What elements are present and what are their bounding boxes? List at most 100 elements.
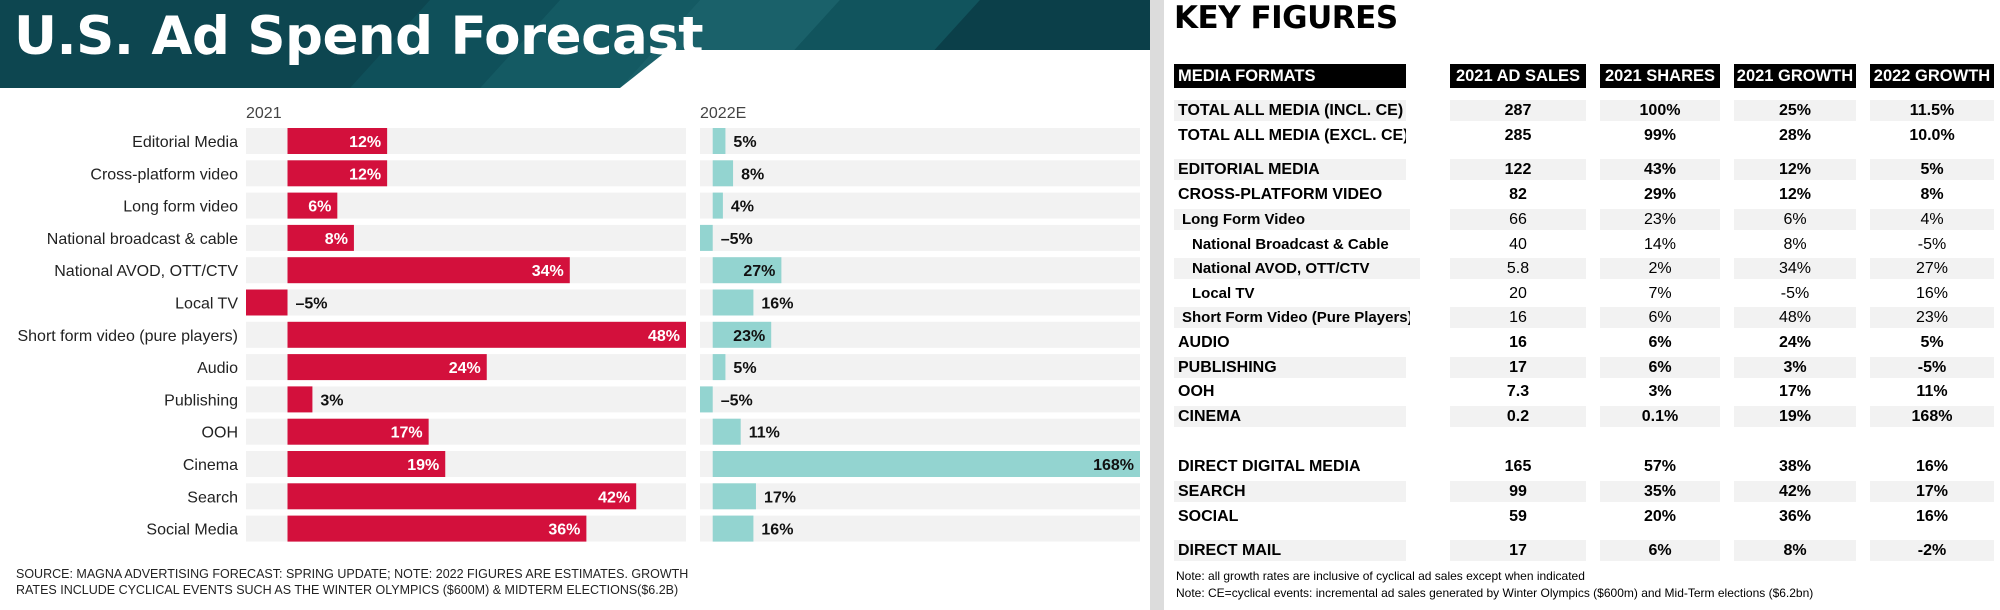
table-cell: 14%: [1643, 236, 1677, 253]
table-cell: 5%: [1920, 334, 1944, 351]
table-cell: 287: [1450, 100, 1586, 121]
source-note: SOURCE: MAGNA ADVERTISING FORECAST: SPRI…: [16, 567, 689, 597]
data-label: 16%: [761, 296, 793, 313]
data-label: 24%: [449, 360, 481, 377]
table-cell: 5.8: [1450, 258, 1586, 279]
bar: [700, 386, 713, 413]
bar: [712, 128, 726, 154]
bar-track: [700, 289, 1140, 316]
table-cell: 34%: [1734, 258, 1856, 279]
data-label: 19%: [407, 457, 439, 474]
data-label: 17%: [764, 489, 796, 506]
data-label: 34%: [532, 263, 564, 280]
table-header-cell: 2021 GROWTH: [1734, 64, 1856, 88]
table-row-label: National AVOD, OTT/CTV: [1174, 258, 1420, 279]
data-label: 23%: [733, 328, 765, 345]
table-cell: 6%: [1600, 540, 1720, 561]
table-cell: 99: [1450, 481, 1586, 502]
bar-track: [700, 192, 1140, 219]
table-cell: 11.5%: [1870, 100, 1994, 121]
bar-track: [700, 160, 1140, 187]
table-cell: 16: [1450, 307, 1586, 328]
bar: [287, 160, 388, 187]
table-row-label: TOTAL ALL MEDIA (INCL. CE): [1174, 100, 1406, 121]
table-cell: 16%: [1915, 285, 1949, 302]
bar: [287, 483, 637, 510]
panel-divider: [1150, 0, 1164, 610]
table-cell: 17%: [1870, 481, 1994, 502]
bar: [287, 321, 686, 348]
table-cell: 6%: [1600, 357, 1720, 378]
bar-track: [700, 128, 1140, 154]
table-cell: 24%: [1778, 334, 1812, 351]
table-cell: 16%: [1915, 458, 1949, 475]
table-cell: 6%: [1648, 334, 1672, 351]
bar-track: [700, 483, 1140, 510]
table-cell: 35%: [1600, 481, 1720, 502]
data-label: 8%: [741, 166, 764, 183]
data-label: 12%: [349, 134, 381, 151]
data-label: 17%: [391, 425, 423, 442]
table-header-cell: 2021 AD SALES: [1450, 64, 1586, 88]
data-label: 8%: [325, 231, 348, 248]
table-row-label: DIRECT MAIL: [1174, 540, 1406, 561]
table-cell: 17: [1450, 540, 1586, 561]
table-cell: 8%: [1734, 540, 1856, 561]
category-label: OOH: [202, 425, 238, 442]
table-note: Note: all growth rates are inclusive of …: [1176, 569, 1585, 583]
bar: [287, 192, 338, 219]
category-label: Search: [187, 489, 238, 506]
table-cell: 12%: [1734, 159, 1856, 180]
bar: [287, 451, 446, 477]
table-cell: -5%: [1917, 236, 1947, 253]
bar: [712, 160, 734, 187]
table-cell: 99%: [1643, 127, 1677, 144]
table-header-cell: 2021 SHARES: [1600, 64, 1720, 88]
bar: [287, 386, 313, 413]
category-label: Short form video (pure players): [17, 328, 238, 345]
table-cell: 6%: [1600, 307, 1720, 328]
data-label: 48%: [648, 328, 680, 345]
table-cell: 7%: [1648, 285, 1672, 302]
table-cell: 2%: [1600, 258, 1720, 279]
title-banner: U.S. Ad Spend Forecast: [0, 0, 1150, 88]
table-header-cell: 2022 GROWTH: [1870, 64, 1994, 88]
table-cell: 23%: [1600, 209, 1720, 230]
data-label: 6%: [308, 199, 331, 216]
bar: [712, 451, 1140, 477]
data-label: 36%: [548, 522, 580, 539]
table-row-label: PUBLISHING: [1174, 357, 1406, 378]
table-row-label: SOCIAL: [1178, 508, 1239, 525]
table-cell: 66: [1450, 209, 1586, 230]
table-cell: 38%: [1778, 458, 1812, 475]
table-row-label: SEARCH: [1174, 481, 1406, 502]
table-cell: -5%: [1780, 285, 1810, 302]
table-cell: 59: [1509, 508, 1527, 525]
table-cell: 10.0%: [1909, 127, 1955, 144]
table-cell: 0.1%: [1600, 406, 1720, 427]
category-label: National AVOD, OTT/CTV: [54, 263, 238, 280]
key-figures-title: KEY FIGURES: [1174, 0, 1398, 36]
table-cell: 25%: [1734, 100, 1856, 121]
bar: [287, 418, 429, 445]
table-cell: 27%: [1870, 258, 1994, 279]
series-header: 2022E: [700, 105, 746, 122]
table-cell: 36%: [1778, 508, 1812, 525]
table-row-label: Local TV: [1192, 285, 1255, 302]
table-cell: 122: [1450, 159, 1586, 180]
table-row-label: TOTAL ALL MEDIA (EXCL. CE): [1178, 127, 1406, 144]
bar-track: [700, 321, 1140, 348]
bar: [712, 192, 723, 219]
bar-track: [700, 515, 1140, 542]
data-label: 12%: [349, 166, 381, 183]
category-label: Cross-platform video: [90, 166, 238, 183]
table-cell: 0.2: [1450, 406, 1586, 427]
data-label: 27%: [743, 263, 775, 280]
bar-track: [700, 354, 1140, 381]
table-cell: 16: [1509, 334, 1527, 351]
bar-track: [700, 224, 1140, 251]
bar-track: [246, 289, 686, 316]
table-cell: 8%: [1783, 236, 1807, 253]
data-label: 5%: [733, 134, 756, 151]
table-cell: 100%: [1600, 100, 1720, 121]
